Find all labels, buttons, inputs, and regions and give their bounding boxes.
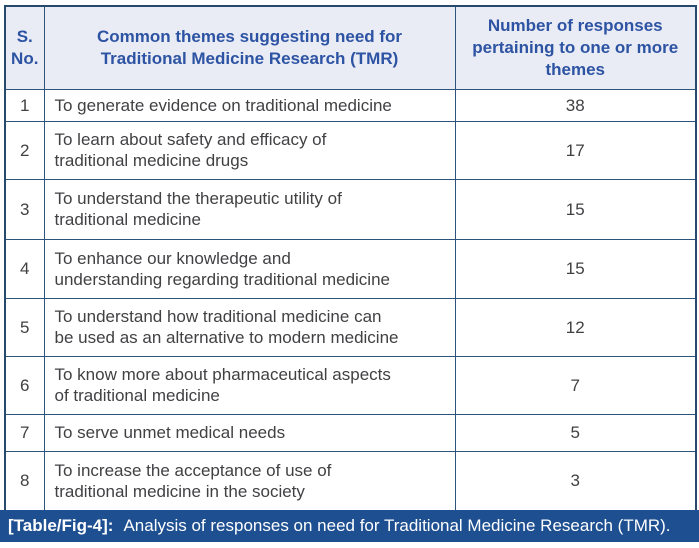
responses-cell: 38	[454, 88, 697, 122]
responses-cell: 15	[454, 238, 697, 299]
figure-caption: [Table/Fig-4]: Analysis of responses on n…	[0, 510, 699, 542]
table-row: 6 To know more about pharmaceutical aspe…	[4, 355, 697, 415]
theme-cell: To understand the therapeutic utility of…	[43, 178, 456, 240]
table-header: S. No. Common themes suggesting need for…	[4, 5, 697, 90]
responses-cell: 3	[454, 450, 697, 512]
theme-cell: To serve unmet medical needs	[43, 413, 456, 452]
sno-cell: 3	[4, 178, 45, 240]
sno-cell: 4	[4, 238, 45, 299]
table-body: 1 To generate evidence on traditional me…	[4, 88, 697, 512]
theme-cell: To generate evidence on traditional medi…	[43, 88, 456, 122]
responses-cell: 7	[454, 355, 697, 415]
responses-cell: 15	[454, 178, 697, 240]
responses-cell: 5	[454, 413, 697, 452]
theme-cell: To increase the acceptance of use of tra…	[43, 450, 456, 512]
figure-caption-text: Analysis of responses on need for Tradit…	[123, 516, 671, 535]
table-row: 5 To understand how traditional medicine…	[4, 297, 697, 357]
theme-cell: To understand how traditional medicine c…	[43, 297, 456, 357]
table-row: 7 To serve unmet medical needs 5	[4, 413, 697, 452]
sno-cell: 5	[4, 297, 45, 357]
theme-cell: To know more about pharmaceutical aspect…	[43, 355, 456, 415]
tmr-themes-table: S. No. Common themes suggesting need for…	[4, 5, 697, 512]
column-header-theme: Common themes suggesting need for Tradit…	[43, 5, 456, 90]
table-row: 4 To enhance our knowledge and understan…	[4, 238, 697, 299]
sno-cell: 8	[4, 450, 45, 512]
sno-cell: 6	[4, 355, 45, 415]
theme-cell: To enhance our knowledge and understandi…	[43, 238, 456, 299]
table-row: 3 To understand the therapeutic utility …	[4, 178, 697, 240]
header-row: S. No. Common themes suggesting need for…	[4, 5, 697, 90]
column-header-sno: S. No.	[4, 5, 45, 90]
table-row: 8 To increase the acceptance of use of t…	[4, 450, 697, 512]
responses-cell: 17	[454, 120, 697, 180]
sno-cell: 7	[4, 413, 45, 452]
sno-cell: 1	[4, 88, 45, 122]
table-row: 2 To learn about safety and efficacy of …	[4, 120, 697, 180]
theme-cell: To learn about safety and efficacy of tr…	[43, 120, 456, 180]
figure-caption-tag: [Table/Fig-4]:	[8, 516, 114, 535]
sno-cell: 2	[4, 120, 45, 180]
table-row: 1 To generate evidence on traditional me…	[4, 88, 697, 122]
column-header-responses: Number of responses pertaining to one or…	[454, 5, 697, 90]
responses-cell: 12	[454, 297, 697, 357]
